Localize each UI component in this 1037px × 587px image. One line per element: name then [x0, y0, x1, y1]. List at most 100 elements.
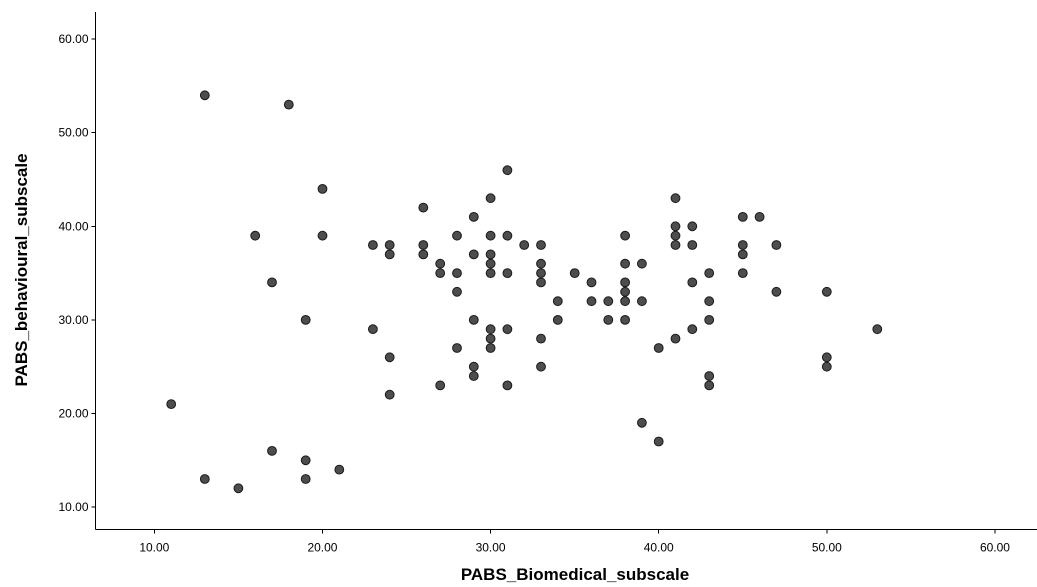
data-point — [300, 315, 311, 325]
data-point — [485, 249, 496, 260]
x-axis-title: PABS_Biomedical_subscale — [461, 565, 689, 584]
x-tick-label: 50.00 — [812, 541, 842, 555]
data-point — [872, 324, 883, 335]
data-point — [300, 474, 311, 484]
data-point — [603, 296, 614, 307]
x-tick-label: 60.00 — [980, 541, 1010, 555]
data-point — [418, 249, 429, 260]
data-point — [670, 230, 681, 241]
data-point — [704, 268, 715, 279]
data-point — [704, 315, 715, 325]
data-point — [670, 333, 681, 344]
data-point — [653, 343, 664, 353]
y-tick-label: 30.00 — [58, 313, 88, 327]
data-point — [620, 258, 630, 269]
data-point — [468, 315, 479, 325]
data-point — [485, 258, 496, 269]
data-point — [603, 315, 614, 325]
data-point — [754, 212, 765, 222]
data-point — [384, 249, 395, 260]
y-axis-ticks: 10.00 20.00 30.00 40.00 50.00 60.00 — [58, 32, 96, 514]
data-point — [536, 361, 546, 372]
x-axis-ticks: 10.00 20.00 30.00 40.00 50.00 60.00 — [139, 529, 1010, 555]
data-point — [704, 371, 715, 381]
data-point — [821, 352, 832, 363]
data-point — [620, 230, 630, 241]
data-point — [552, 315, 563, 325]
data-point — [771, 240, 782, 250]
data-point — [586, 277, 597, 288]
data-point — [267, 277, 277, 288]
data-point — [199, 90, 210, 101]
data-point — [502, 268, 513, 279]
data-point — [368, 240, 378, 250]
data-point — [687, 240, 698, 250]
plot-area: 10.00 20.00 30.00 40.00 50.00 60.00 10.00 20.0… — [58, 12, 1037, 555]
y-tick-label: 20.00 — [58, 406, 88, 420]
data-point — [670, 240, 681, 250]
data-point — [519, 240, 530, 250]
data-point — [317, 184, 328, 194]
data-point — [502, 230, 513, 241]
data-point — [620, 286, 630, 297]
x-tick-label: 20.00 — [307, 541, 337, 555]
data-point — [199, 474, 210, 484]
data-point — [620, 315, 630, 325]
x-tick-label: 10.00 — [139, 541, 169, 555]
data-point — [670, 221, 681, 232]
data-point — [536, 258, 546, 269]
data-points — [166, 90, 883, 494]
data-point — [418, 202, 429, 213]
data-point — [485, 324, 496, 335]
data-point — [637, 417, 647, 428]
data-point — [704, 296, 715, 307]
y-tick-label: 40.00 — [58, 219, 88, 233]
data-point — [737, 240, 748, 250]
data-point — [485, 193, 496, 204]
data-point — [300, 455, 311, 466]
y-tick-label: 50.00 — [58, 126, 88, 140]
data-point — [737, 249, 748, 260]
data-point — [334, 464, 345, 475]
data-point — [452, 343, 462, 353]
y-tick-label: 10.00 — [58, 500, 88, 514]
data-point — [536, 268, 546, 279]
data-point — [418, 240, 429, 250]
data-point — [283, 99, 294, 110]
x-tick-label: 40.00 — [644, 541, 674, 555]
data-point — [620, 277, 630, 288]
data-point — [502, 324, 513, 335]
data-point — [485, 343, 496, 353]
data-point — [368, 324, 378, 335]
data-point — [452, 230, 462, 241]
data-point — [586, 296, 597, 307]
y-tick-label: 60.00 — [58, 32, 88, 46]
data-point — [468, 371, 479, 381]
data-point — [317, 230, 328, 241]
data-point — [536, 333, 546, 344]
data-point — [468, 249, 479, 260]
data-point — [250, 230, 261, 241]
data-point — [502, 165, 513, 176]
data-point — [536, 240, 546, 250]
data-point — [704, 380, 715, 391]
data-point — [552, 296, 563, 307]
data-point — [452, 286, 462, 297]
data-point — [485, 230, 496, 241]
data-point — [452, 268, 462, 279]
data-point — [384, 352, 395, 363]
data-point — [435, 258, 446, 269]
data-point — [821, 286, 832, 297]
data-point — [569, 268, 580, 279]
data-point — [737, 212, 748, 222]
data-point — [435, 380, 446, 391]
data-point — [687, 324, 698, 335]
data-point — [384, 240, 395, 250]
data-point — [502, 380, 513, 391]
y-axis-title: PABS_behavioural_subscale — [12, 153, 31, 386]
data-point — [166, 399, 177, 410]
data-point — [233, 483, 244, 494]
data-point — [267, 446, 277, 456]
data-point — [536, 277, 546, 288]
